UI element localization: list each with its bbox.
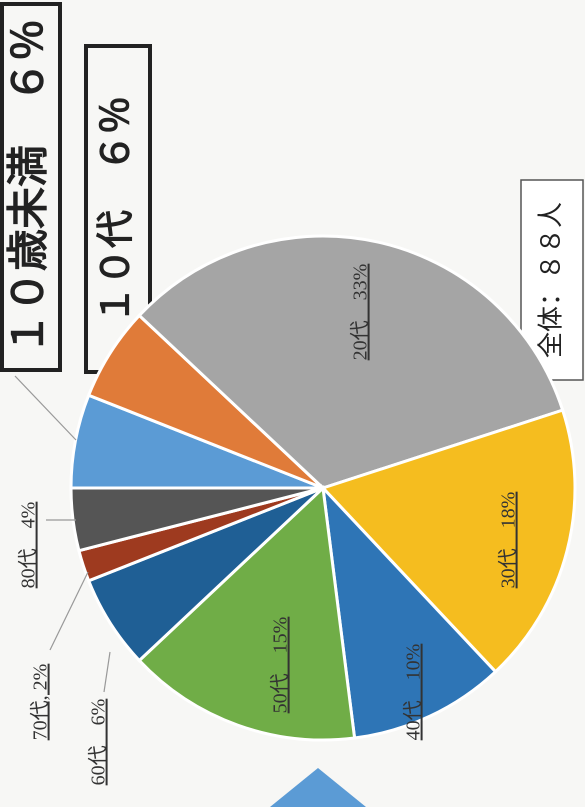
- leader-line: [103, 651, 111, 693]
- note-box: [520, 179, 584, 381]
- leader-line: [49, 571, 89, 651]
- decoration: [270, 768, 366, 807]
- data-label: 70代, 2%: [29, 664, 52, 741]
- pie-slice: [320, 483, 498, 740]
- leader-line: [14, 375, 77, 441]
- data-label: 80代 4%: [17, 502, 40, 589]
- data-label: 50代 15%: [269, 617, 292, 714]
- total-note: 全体：８８人: [537, 202, 567, 358]
- data-label: １０歳未満 ６％: [4, 19, 53, 355]
- pie-slice: [137, 234, 565, 490]
- label-box: [0, 2, 62, 372]
- labels: １０歳未満 ６％ １０代 ６％ 20代 33% 30代 18% 40代 10% 50代 1…: [4, 19, 520, 785]
- data-label: 40代 10%: [402, 644, 425, 741]
- pie: [69, 234, 577, 742]
- data-label: 30代 18%: [497, 492, 520, 589]
- data-label: １０代 ６％: [94, 96, 138, 324]
- pie-slice: [137, 484, 357, 742]
- pie-slice: [320, 408, 577, 674]
- data-label: 60代 6%: [87, 699, 110, 786]
- data-label: 20代 33%: [349, 264, 372, 361]
